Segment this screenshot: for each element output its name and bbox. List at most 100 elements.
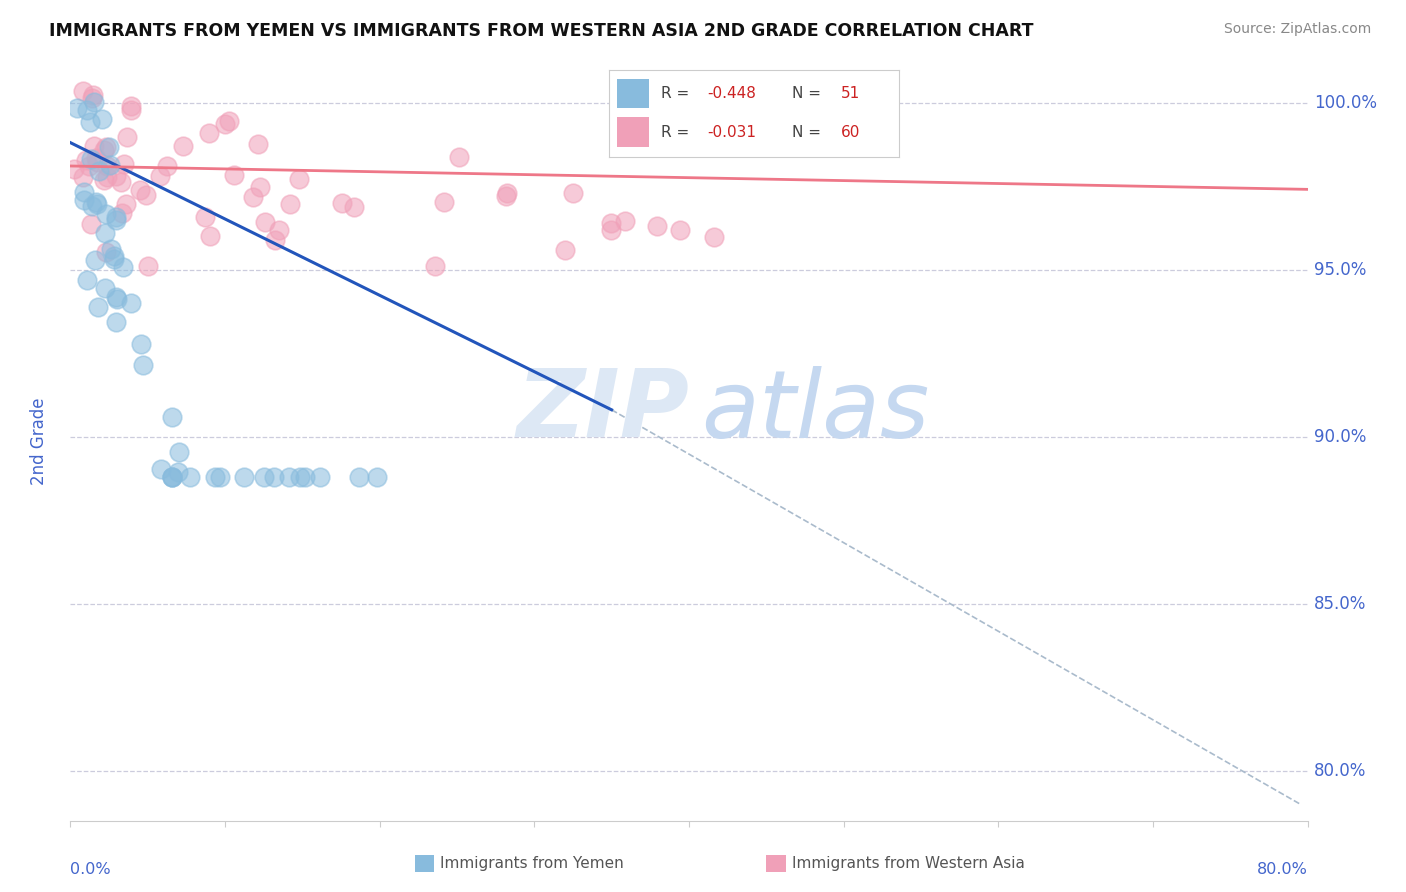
Text: 2nd Grade: 2nd Grade	[31, 398, 48, 485]
Point	[254, 215, 277, 229]
Point	[330, 195, 353, 210]
Point	[278, 197, 301, 211]
Point	[112, 157, 135, 171]
Point	[83, 95, 105, 109]
Point	[242, 190, 264, 204]
Point	[72, 169, 94, 184]
Point	[343, 200, 366, 214]
Point	[82, 199, 104, 213]
Point	[120, 295, 142, 310]
Text: 80.0%: 80.0%	[1257, 863, 1308, 878]
Point	[73, 193, 96, 207]
Point	[79, 115, 101, 129]
Point	[96, 159, 118, 173]
Point	[614, 214, 637, 228]
Point	[554, 244, 576, 258]
Point	[105, 213, 128, 227]
Point	[224, 168, 246, 182]
Point	[72, 84, 94, 98]
Point	[204, 469, 226, 483]
Point	[425, 259, 447, 273]
Point	[194, 210, 217, 224]
Point	[495, 186, 517, 201]
Point	[247, 137, 270, 152]
Point	[198, 126, 221, 140]
Text: 95.0%: 95.0%	[1313, 260, 1367, 278]
Point	[115, 129, 138, 144]
Point	[94, 245, 117, 260]
Point	[129, 337, 152, 351]
Point	[645, 219, 668, 234]
Point	[156, 159, 179, 173]
Point	[111, 206, 134, 220]
Text: 85.0%: 85.0%	[1313, 595, 1367, 613]
Point	[433, 194, 456, 209]
Point	[66, 101, 89, 115]
Text: Immigrants from Yemen: Immigrants from Yemen	[440, 856, 624, 871]
Point	[104, 290, 127, 304]
Point	[103, 249, 125, 263]
Point	[308, 469, 330, 483]
Text: 90.0%: 90.0%	[1313, 427, 1367, 445]
Text: IMMIGRANTS FROM YEMEN VS IMMIGRANTS FROM WESTERN ASIA 2ND GRADE CORRELATION CHAR: IMMIGRANTS FROM YEMEN VS IMMIGRANTS FROM…	[49, 22, 1033, 40]
Point	[83, 138, 105, 153]
Point	[112, 260, 135, 275]
Point	[160, 410, 183, 425]
Point	[198, 228, 221, 243]
Point	[93, 226, 115, 240]
Text: Source: ZipAtlas.com: Source: ZipAtlas.com	[1223, 22, 1371, 37]
Point	[121, 103, 143, 118]
Text: ZIP: ZIP	[516, 365, 689, 458]
Point	[93, 280, 115, 294]
Point	[129, 183, 152, 197]
Point	[94, 207, 117, 221]
Point	[600, 223, 623, 237]
Point	[366, 469, 388, 483]
Point	[77, 159, 100, 173]
Text: 100.0%: 100.0%	[1313, 94, 1376, 112]
Point	[288, 172, 311, 186]
Point	[179, 469, 201, 483]
Point	[263, 469, 285, 483]
Point	[73, 186, 96, 200]
Point	[103, 252, 125, 266]
Point	[160, 469, 183, 483]
Point	[86, 196, 108, 211]
Point	[93, 172, 115, 186]
Point	[208, 469, 231, 483]
Point	[253, 469, 276, 483]
Point	[79, 152, 101, 166]
Point	[135, 187, 157, 202]
Point	[278, 469, 301, 483]
Point	[104, 211, 127, 225]
Point	[249, 179, 271, 194]
Point	[80, 91, 103, 105]
Point	[75, 153, 97, 168]
Point	[89, 164, 111, 178]
Point	[79, 217, 101, 231]
Point	[703, 230, 725, 244]
Text: 0.0%: 0.0%	[70, 863, 111, 878]
Point	[294, 469, 316, 483]
Point	[83, 252, 105, 267]
Point	[149, 169, 172, 183]
Point	[100, 242, 122, 256]
Point	[269, 223, 291, 237]
Point	[214, 117, 236, 131]
Point	[115, 197, 138, 211]
Point	[105, 292, 128, 306]
Point	[669, 223, 692, 237]
Point	[561, 186, 583, 201]
Point	[93, 143, 115, 157]
Point	[162, 469, 184, 483]
Point	[347, 469, 370, 483]
Point	[167, 465, 190, 479]
Point	[84, 152, 107, 166]
Point	[136, 259, 159, 273]
Point	[96, 170, 118, 185]
Point	[232, 469, 254, 483]
Point	[599, 216, 621, 230]
Point	[447, 150, 470, 164]
Point	[100, 158, 122, 172]
Point	[90, 112, 112, 126]
